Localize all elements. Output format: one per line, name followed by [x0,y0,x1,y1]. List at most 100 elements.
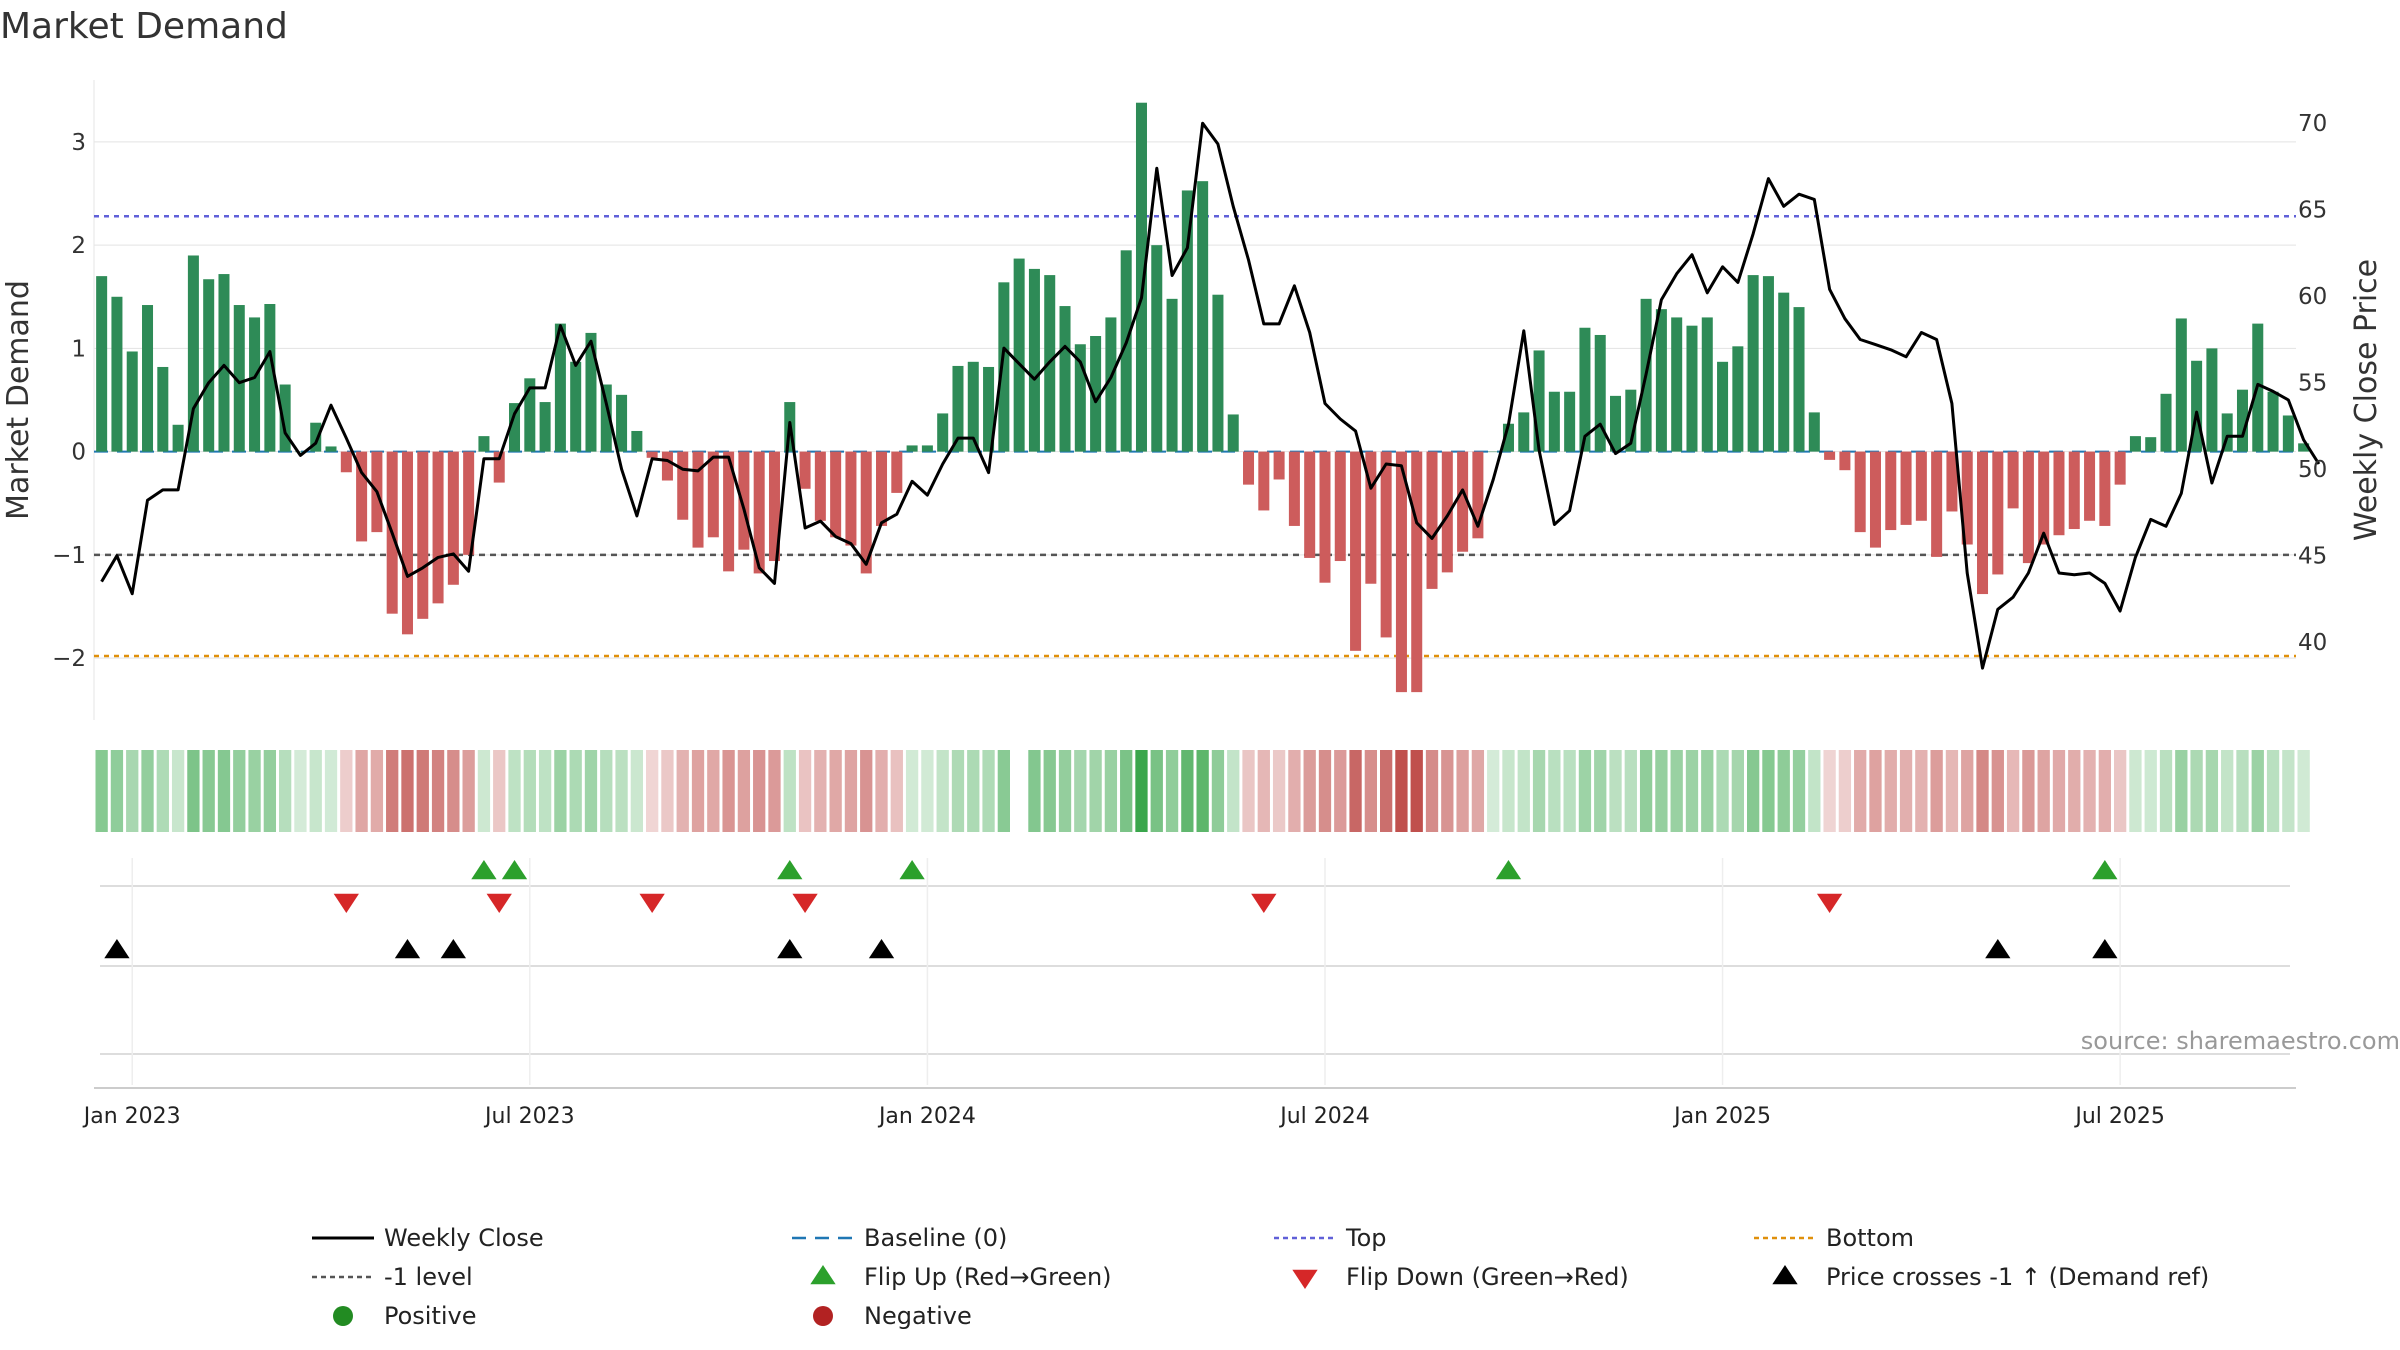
demand-bar-negative [1854,451,1866,533]
flip-down-marker [792,893,818,913]
demand-bar-negative [1426,451,1438,589]
x-tick-label: Jul 2024 [1278,1104,1370,1129]
demand-bar-positive [1762,276,1774,452]
heat-cell-positive [905,750,919,832]
heat-cell-positive [2282,750,2295,832]
heat-cell-positive [309,750,322,832]
heat-cell-positive [2236,750,2249,832]
demand-bar-negative [1395,451,1407,693]
legend: Weekly Close Baseline (0) Top Bottom -1 leve… [312,1224,2209,1330]
demand-bar-negative [768,451,780,562]
heat-cell-positive [1058,750,1072,832]
demand-bar-positive [2282,415,2294,452]
demand-bar-positive [1671,317,1683,452]
heat-cell-positive [1181,750,1194,832]
demand-bar-negative [2022,451,2034,564]
heat-cell-negative [814,750,827,832]
heat-cell-positive [1655,750,1668,832]
heat-cell-negative [1884,750,1897,832]
source-credit: source: sharemaestro.com [2081,1027,2400,1055]
heat-cell-positive [202,750,215,832]
heat-cell-positive [584,750,598,832]
demand-bar-positive [1533,350,1545,452]
heat-cell-negative [676,750,689,832]
heat-cell-positive [263,750,276,832]
demand-bar-positive [585,332,597,452]
heat-cell-positive [2266,750,2280,832]
heat-cell-positive [217,750,231,832]
demand-bar-negative [1304,451,1316,558]
heat-cell-positive [279,750,292,832]
demand-bar-positive [111,296,123,452]
x-tick-label: Jul 2025 [2073,1104,2165,1129]
heat-cell-positive [1639,750,1653,832]
legend-item: Baseline (0) [792,1224,1007,1252]
right-axis-label: Weekly Close Price [2349,259,2384,541]
heat-cell-negative [661,750,674,832]
demand-bar-negative [677,451,689,520]
heat-cell-negative [1425,750,1439,832]
weekly-close-series [100,121,2321,670]
flip-up-marker [2092,860,2118,880]
heat-cell-positive [1747,750,1760,832]
demand-bar-positive [570,361,582,452]
chart-title: Market Demand [0,6,288,47]
demand-bar-positive [2267,391,2279,452]
demand-bar-positive [172,424,184,452]
heat-cell-positive [1563,750,1576,832]
flip-down-marker [333,893,359,913]
heat-cell-negative [1410,750,1423,832]
heat-cell-negative [875,750,888,832]
heat-cell-negative [1380,750,1393,832]
demand-bar-negative [1915,451,1927,521]
demand-bar-negative [1457,451,1469,552]
demand-bar-positive [1778,292,1790,452]
demand-bar-positive [249,317,261,452]
heat-cell-positive [1808,750,1821,832]
demand-bar-negative [1243,451,1255,485]
heat-cell-positive [110,750,124,832]
demand-bar-positive [218,274,230,452]
heat-cell-positive [1028,750,1041,832]
demand-bar-negative [845,451,857,546]
heat-cell-negative [340,750,353,832]
legend-item: Flip Down (Green→Red) [1292,1263,1629,1291]
demand-bar-negative [830,451,842,538]
legend-label: Top [1345,1224,1387,1252]
heat-cell-positive [615,750,628,832]
x-tick-label: Jan 2023 [82,1104,181,1129]
heat-cell-positive [324,750,338,832]
demand-bar-negative [1411,451,1423,693]
demand-bar-positive [279,384,291,452]
legend-label: Positive [384,1302,477,1330]
demand-bar-negative [891,451,903,493]
heat-cell-positive [921,750,934,832]
demand-bar-negative [1869,451,1881,548]
demand-bar-negative [1365,451,1377,584]
demand-bar-positive [2206,348,2218,452]
heat-cell-negative [493,750,506,832]
demand-bar-positive [2191,360,2203,452]
demand-bar-positive [1564,391,1576,452]
x-tick-label: Jul 2023 [483,1104,575,1129]
legend-item: Bottom [1754,1224,1914,1252]
demand-bar-positive [294,451,306,453]
demand-bar-positive [1059,306,1071,452]
flip-down-marker [1251,893,1277,913]
heat-cell-positive [2144,750,2157,832]
demand-bar-negative [417,451,429,619]
demand-bar-negative [1961,451,1973,545]
demand-bar-positive [524,378,536,452]
legend-item: Negative [813,1302,972,1330]
heat-cell-positive [1685,750,1699,832]
heat-cell-negative [1441,750,1454,832]
heat-cell-negative [1242,750,1255,832]
heat-cell-positive [2129,750,2142,832]
heat-cell-positive [1150,750,1163,832]
demand-bar-positive [1808,412,1820,452]
demand-bar-positive [937,413,949,452]
demand-bar-positive [616,394,628,452]
heat-cell-positive [1043,750,1056,832]
legend-item: -1 level [312,1263,473,1291]
demand-bar-negative [463,451,475,555]
